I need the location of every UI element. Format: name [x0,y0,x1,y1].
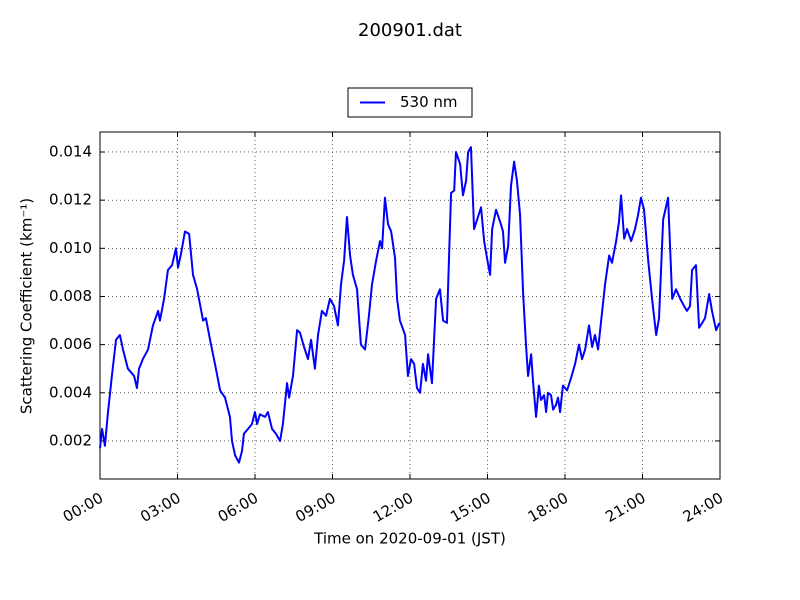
y-tick-label: 0.002 [49,431,92,449]
y-tick-label: 0.010 [49,239,92,257]
y-tick-label: 0.014 [49,142,92,160]
x-tick-label: 18:00 [525,489,571,526]
y-tick-label: 0.008 [49,287,92,305]
x-tick-label: 24:00 [680,489,726,526]
y-axis-label: Scattering Coefficient (km⁻¹) [18,198,36,414]
x-tick-label: 00:00 [60,489,106,526]
legend-label: 530 nm [400,93,458,111]
y-tick-label: 0.012 [49,191,92,209]
y-tick-label: 0.006 [49,335,92,353]
x-tick-label: 06:00 [215,489,261,526]
x-tick-label: 12:00 [370,489,416,526]
x-tick-label: 03:00 [137,489,183,526]
x-tick-label: 09:00 [292,489,338,526]
x-axis-label: Time on 2020-09-01 (JST) [313,530,506,548]
chart-title: 200901.dat [358,20,462,41]
data-line [99,146,721,464]
x-tick-label: 21:00 [602,489,648,526]
plot-frame [99,131,721,480]
y-tick-label: 0.004 [49,383,92,401]
x-tick-label: 15:00 [447,489,493,526]
